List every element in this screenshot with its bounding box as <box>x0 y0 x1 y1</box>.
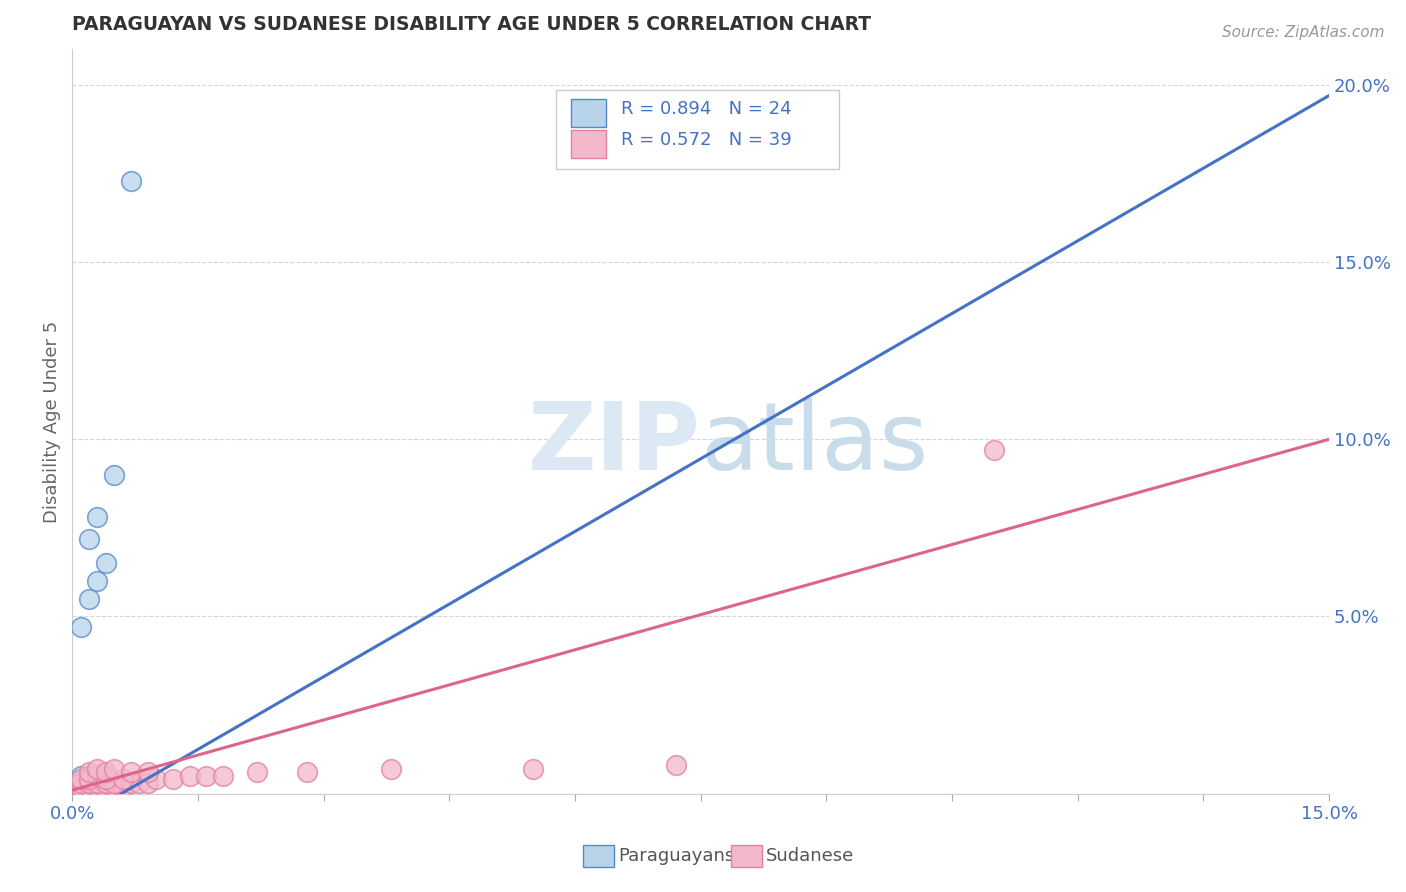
FancyBboxPatch shape <box>571 98 606 127</box>
Point <box>136 765 159 780</box>
Point <box>103 467 125 482</box>
Point <box>86 762 108 776</box>
Point <box>86 776 108 790</box>
Point <box>69 772 91 787</box>
Point <box>94 772 117 787</box>
Point <box>86 776 108 790</box>
Text: Sudanese: Sudanese <box>766 847 855 865</box>
Point <box>212 769 235 783</box>
Point <box>77 780 100 794</box>
Point <box>522 762 544 776</box>
Point <box>136 776 159 790</box>
Point <box>94 765 117 780</box>
Point <box>128 776 150 790</box>
Point <box>94 783 117 797</box>
Text: Source: ZipAtlas.com: Source: ZipAtlas.com <box>1222 25 1385 40</box>
Point <box>86 780 108 794</box>
Point <box>77 776 100 790</box>
Text: PARAGUAYAN VS SUDANESE DISABILITY AGE UNDER 5 CORRELATION CHART: PARAGUAYAN VS SUDANESE DISABILITY AGE UN… <box>72 15 872 34</box>
Point <box>380 762 402 776</box>
Point <box>86 783 108 797</box>
Point <box>77 772 100 787</box>
Point <box>295 765 318 780</box>
FancyBboxPatch shape <box>571 130 606 158</box>
Point <box>77 783 100 797</box>
Point <box>69 769 91 783</box>
Point <box>179 769 201 783</box>
Point <box>94 769 117 783</box>
Point <box>69 776 91 790</box>
Point <box>69 620 91 634</box>
Point <box>69 783 91 797</box>
Point <box>120 776 142 790</box>
Point <box>86 769 108 783</box>
Point <box>86 780 108 794</box>
Point <box>69 780 91 794</box>
Text: R = 0.572   N = 39: R = 0.572 N = 39 <box>621 131 792 149</box>
Point <box>69 772 91 787</box>
Point <box>94 776 117 790</box>
Text: atlas: atlas <box>700 398 929 490</box>
Y-axis label: Disability Age Under 5: Disability Age Under 5 <box>44 320 60 523</box>
Point <box>120 173 142 187</box>
Point <box>86 772 108 787</box>
Text: R = 0.894   N = 24: R = 0.894 N = 24 <box>621 100 792 118</box>
Text: ZIP: ZIP <box>527 398 700 490</box>
FancyBboxPatch shape <box>557 90 839 169</box>
Point <box>69 780 91 794</box>
Point <box>111 780 134 794</box>
Point <box>195 769 218 783</box>
Point <box>86 510 108 524</box>
Point <box>664 758 686 772</box>
Point <box>103 762 125 776</box>
Point <box>111 772 134 787</box>
Point <box>120 765 142 780</box>
Point <box>77 769 100 783</box>
Point <box>103 780 125 794</box>
Point <box>77 780 100 794</box>
Point <box>77 591 100 606</box>
Point <box>86 769 108 783</box>
Point <box>145 772 167 787</box>
Point <box>77 532 100 546</box>
Point <box>245 765 267 780</box>
Text: Paraguayans: Paraguayans <box>619 847 735 865</box>
Point <box>77 772 100 787</box>
Point <box>69 776 91 790</box>
Point <box>983 442 1005 457</box>
Point <box>77 765 100 780</box>
Point <box>94 772 117 787</box>
Point <box>162 772 184 787</box>
Point <box>86 574 108 588</box>
Point <box>69 783 91 797</box>
Point <box>77 776 100 790</box>
Point <box>103 776 125 790</box>
Point <box>94 557 117 571</box>
Point <box>77 783 100 797</box>
